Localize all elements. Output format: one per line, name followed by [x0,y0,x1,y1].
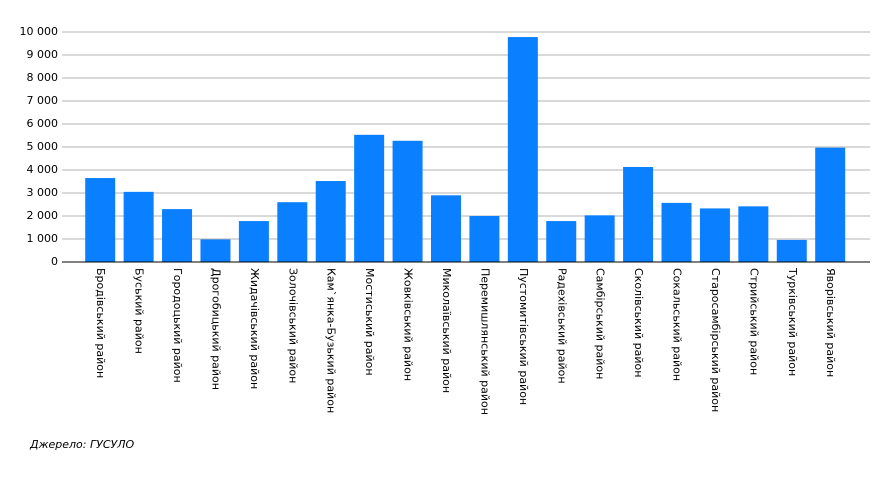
x-tick-label: Турківський район [786,267,799,376]
bar [200,239,231,262]
x-tick-label: Золочівський район [286,268,299,383]
y-tick-label: 7 000 [27,94,59,107]
bar [546,221,577,262]
x-tick-label: Дрогобицький район [209,268,222,390]
bar [623,167,654,262]
x-tick-label: Сокальський район [671,268,684,381]
bar [354,134,385,262]
y-tick-label: 4 000 [27,163,59,176]
y-tick-label: 6 000 [27,117,59,130]
bar [584,215,615,262]
source-note: Джерело: ГУСУЛО [29,438,134,451]
y-tick-label: 10 000 [20,25,59,38]
bar [123,191,154,262]
bar [815,147,846,262]
bar [738,206,769,262]
x-tick-label: Радехівський район [555,268,568,384]
x-tick-label: Перемишлянський район [478,268,491,415]
bar [315,181,346,262]
bar [776,239,807,262]
bar [162,209,193,262]
y-tick-label: 3 000 [27,186,59,199]
x-tick-label: Сколівський район [632,268,645,377]
x-tick-label: Кам`янка-Бузький район [325,268,338,413]
y-tick-label: 0 [51,255,58,268]
bar [392,140,423,262]
y-tick-label: 1 000 [27,232,59,245]
y-tick-label: 5 000 [27,140,59,153]
bar [430,195,461,262]
bar [469,216,500,262]
x-tick-label: Старосамбірський район [709,268,722,412]
x-tick-label: Пустомитівський район [517,268,530,405]
bar [85,178,116,262]
x-tick-label: Стрийський район [747,268,760,375]
bar [277,202,308,262]
x-tick-label: Жидачівський район [248,268,261,389]
x-tick-label: Бродівський район [94,268,107,378]
bar [238,221,269,262]
x-tick-label: Самбірський район [594,268,607,379]
bar [661,202,692,262]
x-tick-label: Мостиський район [363,268,376,376]
x-tick-label: Буський район [133,268,146,354]
x-tick-label: Яворівський район [824,268,837,377]
x-tick-label: Миколаївський район [440,268,453,393]
x-tick-label: Жовківський район [402,268,415,381]
y-tick-label: 8 000 [27,71,59,84]
x-tick-label: Городоцький район [171,268,184,383]
y-tick-label: 2 000 [27,209,59,222]
y-tick-label: 9 000 [27,48,59,61]
bar [699,208,730,262]
bar [507,37,538,263]
